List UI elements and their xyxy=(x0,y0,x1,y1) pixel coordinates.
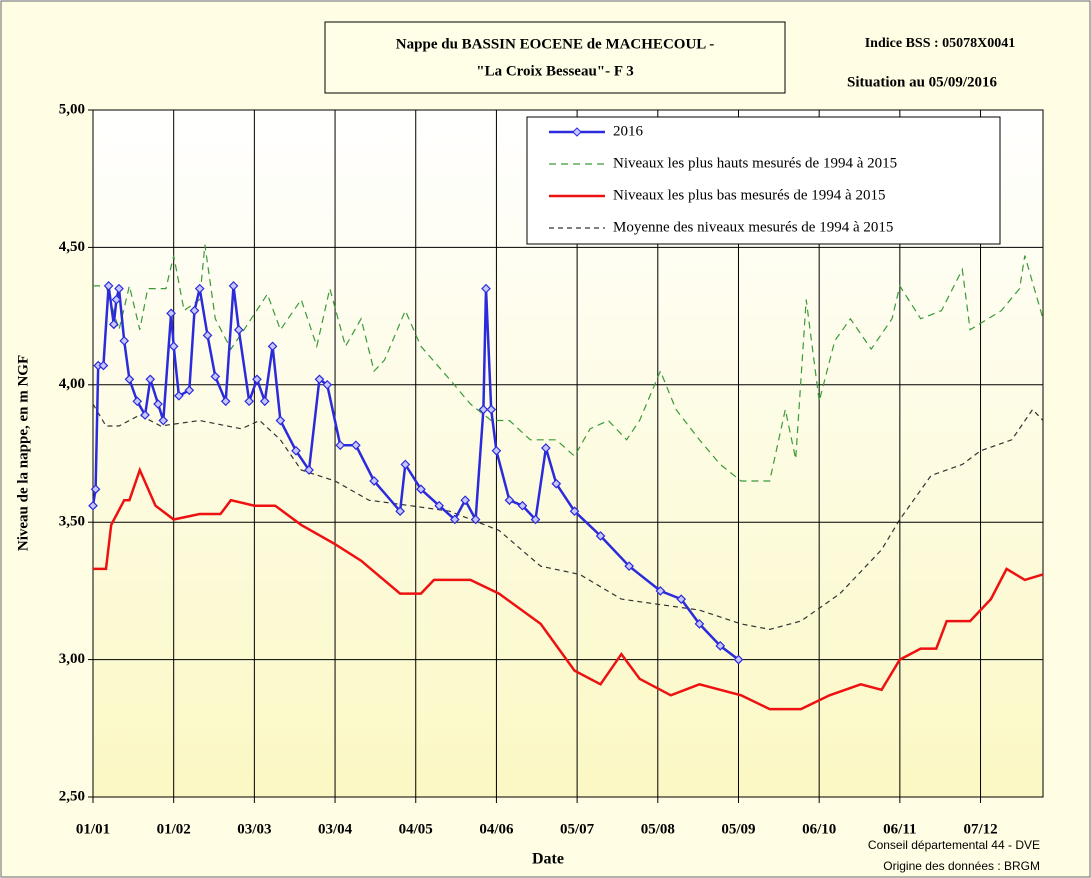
point-marker xyxy=(202,330,213,341)
title-box xyxy=(324,21,786,94)
point-marker xyxy=(400,459,411,470)
point-marker xyxy=(624,561,635,572)
point-marker xyxy=(166,308,176,319)
point-marker xyxy=(132,396,143,407)
point-marker xyxy=(694,619,705,629)
legend-marker xyxy=(572,127,582,137)
point-marker xyxy=(314,374,325,385)
point-marker xyxy=(460,495,471,506)
x-tick-label: 04/05 xyxy=(399,821,433,837)
point-marker xyxy=(530,514,541,525)
point-marker xyxy=(153,399,163,409)
point-marker xyxy=(124,374,135,385)
point-marker xyxy=(108,319,119,330)
point-marker xyxy=(541,443,551,453)
point-marker xyxy=(158,415,169,426)
point-marker xyxy=(395,506,405,517)
point-marker xyxy=(119,335,130,346)
point-marker xyxy=(98,360,109,371)
point-marker xyxy=(189,305,200,316)
legend-label: Moyenne des niveaux mesurés de 1994 à 20… xyxy=(613,219,893,235)
y-tick-label: 3,00 xyxy=(59,651,85,667)
point-marker xyxy=(335,440,346,451)
point-marker xyxy=(267,341,278,352)
x-tick-label: 05/08 xyxy=(641,821,675,837)
x-axis-label: Date xyxy=(532,851,564,868)
point-marker xyxy=(275,415,286,426)
y-tick-label: 2,50 xyxy=(59,788,85,804)
point-marker xyxy=(88,500,98,511)
point-marker xyxy=(504,495,515,506)
point-marker xyxy=(449,514,460,525)
point-marker xyxy=(114,283,124,294)
legend-box xyxy=(526,116,1001,245)
legend-label: Niveaux les plus bas mesurés de 1994 à 2… xyxy=(613,187,885,203)
y-tick-label: 4,50 xyxy=(59,239,85,255)
y-tick-label: 3,50 xyxy=(59,514,85,530)
point-marker xyxy=(244,396,255,407)
point-marker xyxy=(569,506,580,517)
point-marker xyxy=(304,465,314,475)
point-marker xyxy=(145,374,156,385)
y-tick-label: 5,00 xyxy=(59,101,85,117)
annotation: Indice BSS : 05078X0041 xyxy=(865,36,1016,51)
series-line xyxy=(93,466,1044,711)
point-marker xyxy=(168,341,179,352)
x-tick-label: 07/12 xyxy=(963,821,997,837)
x-tick-label: 05/09 xyxy=(721,821,755,837)
series-line xyxy=(93,244,1044,482)
x-tick-label: 06/11 xyxy=(883,821,916,837)
point-marker xyxy=(228,281,239,291)
point-marker xyxy=(369,476,379,486)
point-marker xyxy=(486,404,497,415)
point-marker xyxy=(140,410,150,420)
y-tick-label: 4,00 xyxy=(59,376,85,392)
point-marker xyxy=(103,281,114,291)
x-tick-label: 01/01 xyxy=(76,821,110,837)
point-marker xyxy=(233,324,244,335)
point-marker xyxy=(655,586,666,596)
y-axis-label: Niveau de la nappe, en m NGF xyxy=(15,355,31,551)
point-marker xyxy=(595,531,606,541)
point-marker xyxy=(351,440,361,451)
x-tick-label: 03/03 xyxy=(237,821,271,837)
point-marker xyxy=(252,374,262,385)
point-marker xyxy=(291,445,301,456)
point-marker xyxy=(470,514,481,525)
point-marker xyxy=(676,594,687,604)
point-marker xyxy=(184,385,195,396)
point-marker xyxy=(434,500,445,511)
point-marker xyxy=(174,390,184,401)
credit: Conseil départemental 44 - DVE xyxy=(868,838,1040,852)
point-marker xyxy=(715,641,726,651)
credit: Origine des données : BRGM xyxy=(883,859,1040,873)
point-marker xyxy=(111,294,122,305)
x-tick-label: 01/02 xyxy=(157,821,191,837)
x-tick-label: 03/04 xyxy=(318,821,353,837)
point-marker xyxy=(517,500,528,511)
point-marker xyxy=(220,396,231,407)
point-marker xyxy=(491,445,502,456)
point-marker xyxy=(416,484,426,495)
point-marker xyxy=(259,396,270,407)
x-tick-label: 04/06 xyxy=(479,821,514,837)
x-tick-label: 05/07 xyxy=(560,821,595,837)
point-marker xyxy=(733,654,744,665)
point-marker xyxy=(210,371,221,382)
legend-label: Niveaux les plus hauts mesurés de 1994 à… xyxy=(613,155,897,171)
title-line: "La Croix Besseau"- F 3 xyxy=(476,63,634,79)
point-marker xyxy=(478,404,489,415)
point-marker xyxy=(90,484,101,495)
point-marker xyxy=(481,283,491,294)
annotation: Situation au 05/09/2016 xyxy=(847,74,998,90)
point-marker xyxy=(194,283,205,294)
legend-label: 2016 xyxy=(613,123,644,139)
title-line: Nappe du BASSIN EOCENE de MACHECOUL - xyxy=(396,36,714,52)
point-marker xyxy=(551,478,562,489)
x-tick-label: 06/10 xyxy=(802,821,836,837)
point-marker xyxy=(322,379,333,390)
